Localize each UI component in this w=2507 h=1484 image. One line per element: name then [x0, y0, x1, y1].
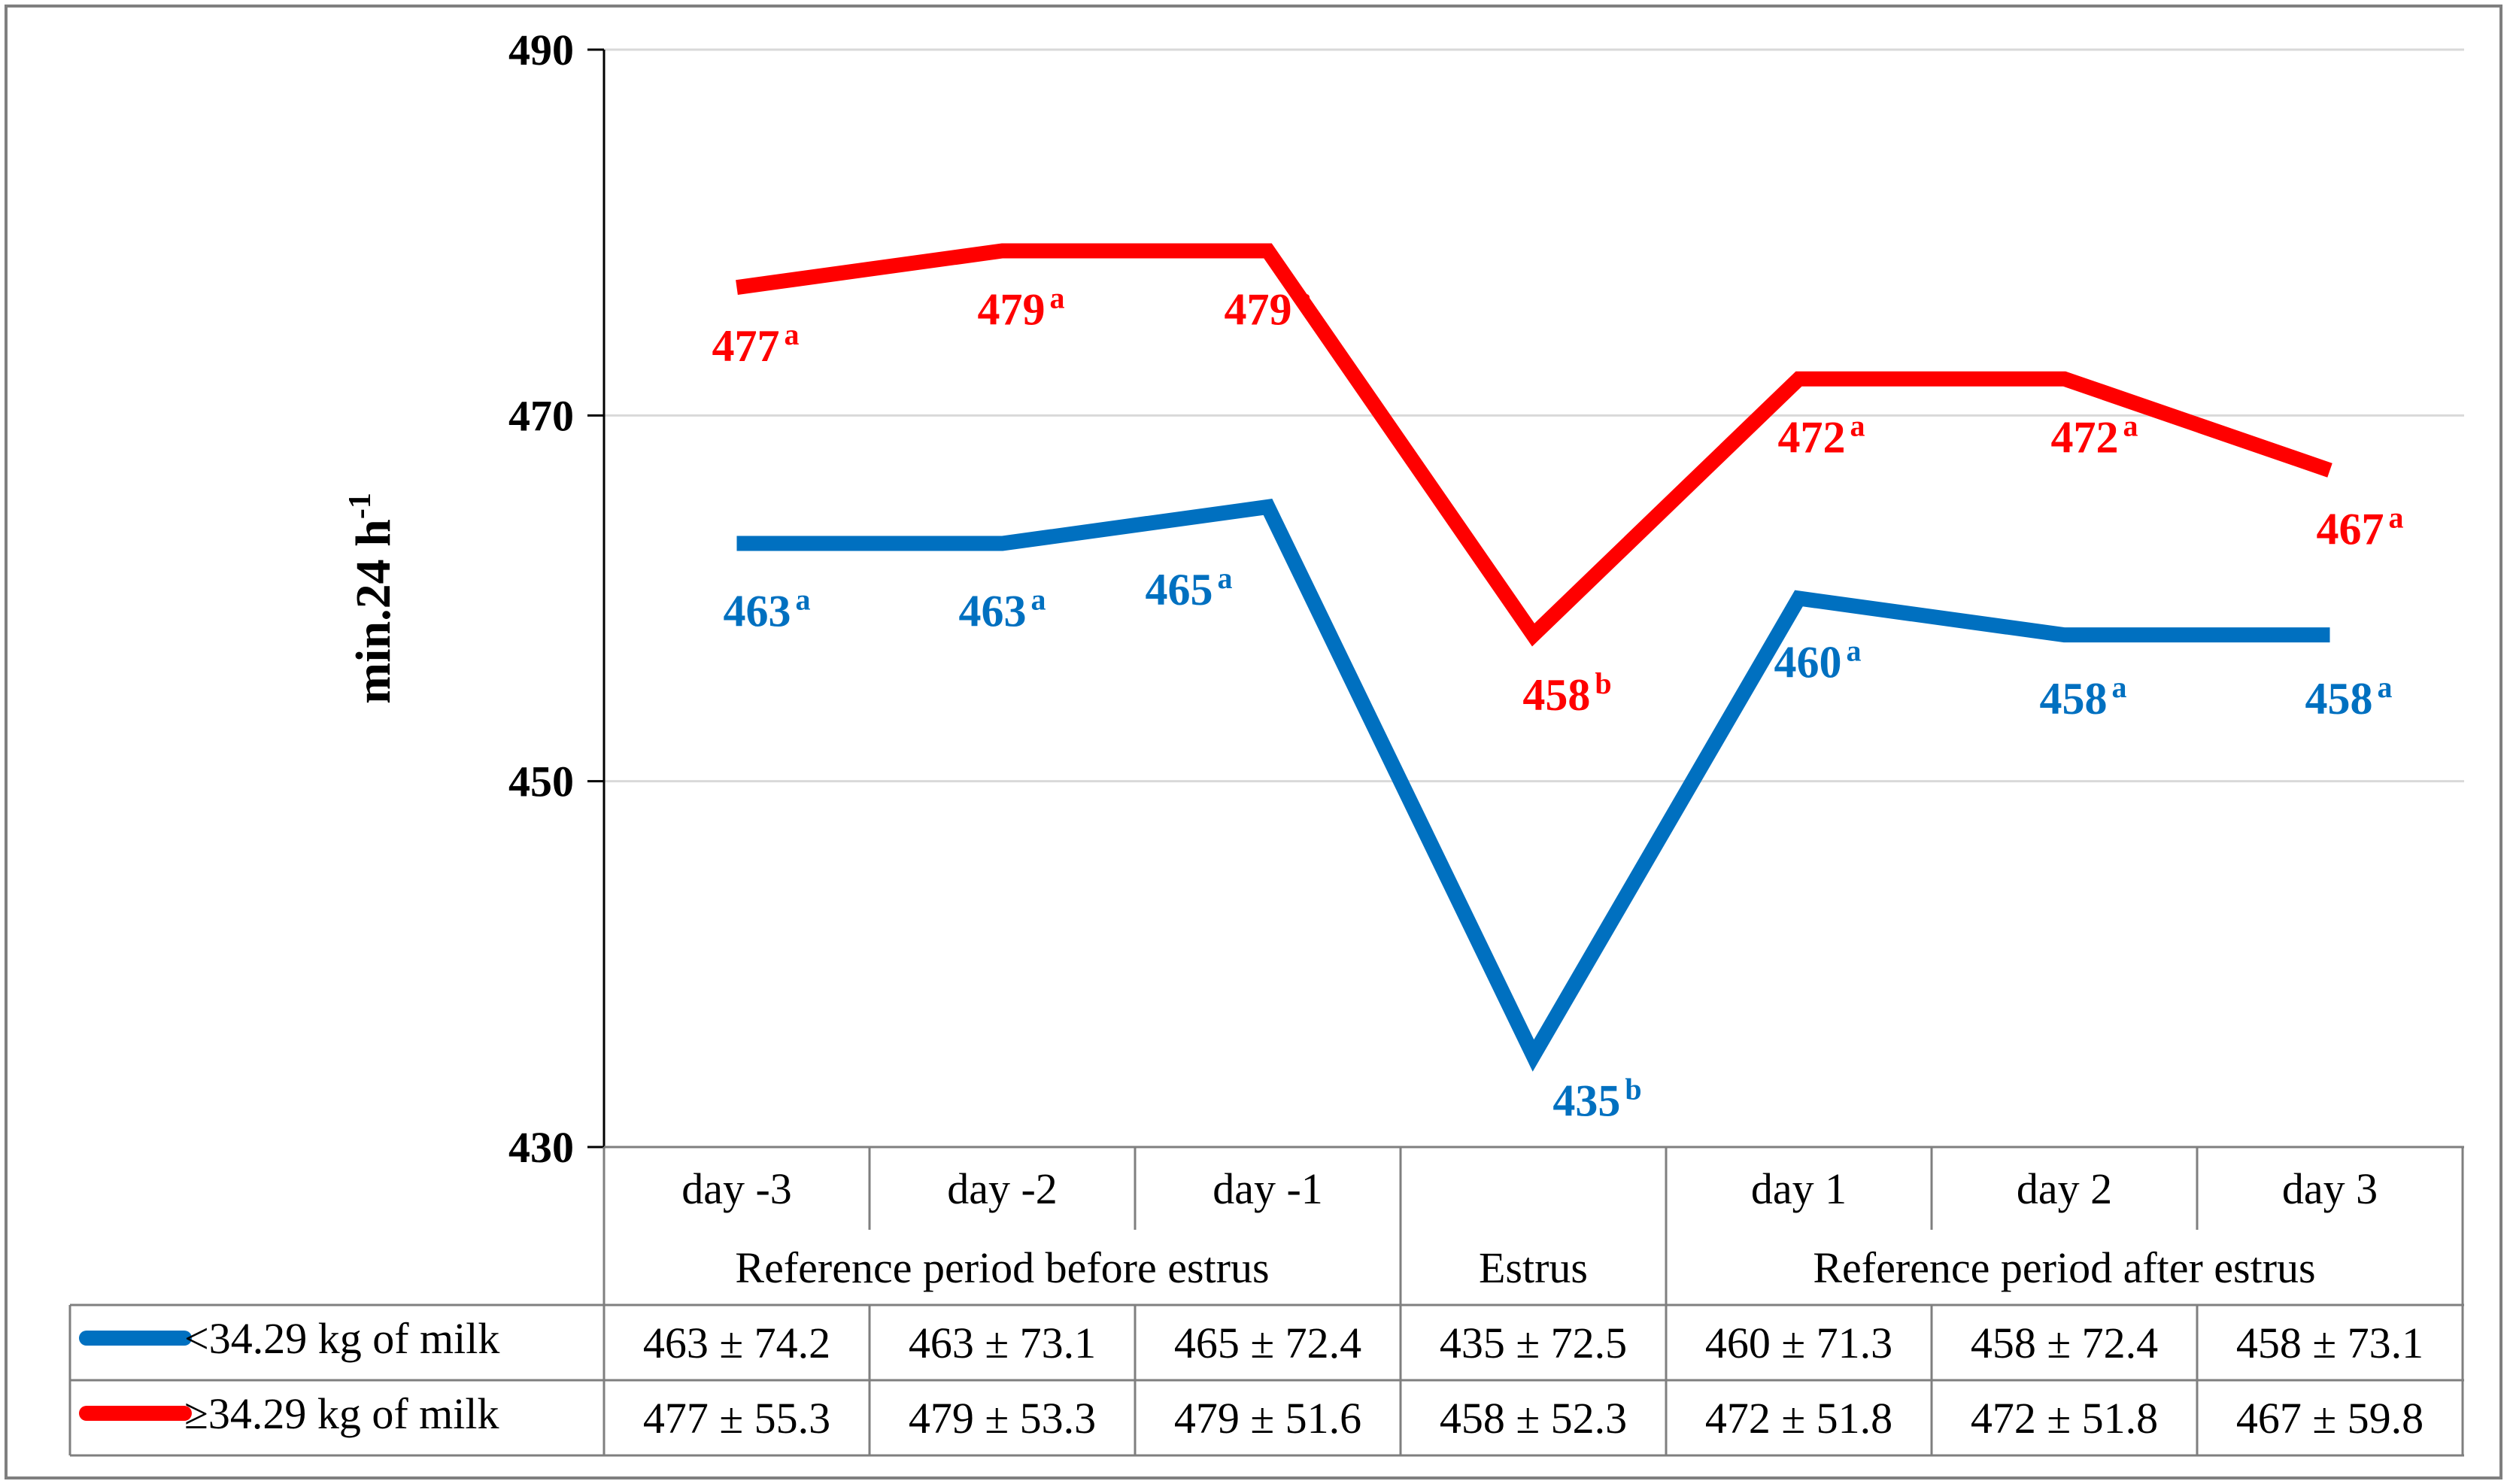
series-lines	[736, 243, 2332, 1072]
table-cell: 463 ± 73.1	[909, 1319, 1096, 1367]
table-cell: 460 ± 71.3	[1705, 1319, 1892, 1367]
x-category-label: day -3	[681, 1164, 792, 1213]
x-category-label: day 3	[2282, 1164, 2378, 1213]
data-label: 458 a	[2305, 670, 2393, 724]
data-label: 463 a	[724, 583, 811, 636]
data-label: 479 a	[978, 281, 1065, 334]
legend-label: ≥34.29 kg of milk	[184, 1389, 499, 1438]
table-cell: 465 ± 72.4	[1174, 1319, 1361, 1367]
y-tick-label: 470	[508, 391, 574, 440]
x-group-label: Reference period before estrus	[735, 1243, 1269, 1292]
data-label: 435 b	[1552, 1072, 1641, 1125]
legend-label: <34.29 kg of milk	[184, 1314, 499, 1363]
table-cell: 458 ± 73.1	[2236, 1319, 2424, 1367]
data-label: 467 a	[2317, 500, 2404, 554]
x-group-label: Estrus	[1479, 1243, 1588, 1292]
y-axis-title: min.24 h-1	[343, 493, 401, 704]
table-cell: 477 ± 55.3	[643, 1394, 830, 1443]
data-label: 463 a	[959, 583, 1046, 636]
table-cell: 458 ± 52.3	[1440, 1394, 1627, 1443]
x-category-label: day -2	[947, 1164, 1058, 1213]
x-category-label: day 2	[2017, 1164, 2112, 1213]
x-category-label: day -1	[1213, 1164, 1323, 1213]
data-label: 458 a	[2040, 670, 2127, 724]
x-category-label: day 1	[1751, 1164, 1847, 1213]
table-cell: 435 ± 72.5	[1440, 1319, 1627, 1367]
table-cell: 463 ± 74.2	[643, 1319, 830, 1367]
table-cell: 472 ± 51.8	[1705, 1394, 1892, 1443]
data-table: day -3 day -2 day -1 day 1 day 2 day 3 Referen…	[68, 1146, 2464, 1457]
data-label: 472 a	[1778, 409, 1865, 463]
data-label: 472 a	[2051, 409, 2138, 463]
data-label: 477 a	[712, 317, 800, 371]
table-cell: 479 ± 51.6	[1174, 1394, 1361, 1443]
data-label: 460 a	[1774, 634, 1862, 687]
series-line-1	[736, 243, 2332, 647]
data-label: 479 a	[1225, 281, 1312, 334]
table-cell: 479 ± 53.3	[909, 1394, 1096, 1443]
x-group-label: Reference period after estrus	[1813, 1243, 2315, 1292]
table-cell: 467 ± 59.8	[2236, 1394, 2424, 1443]
y-tick-label: 430	[508, 1123, 574, 1172]
series-line-0	[736, 499, 2330, 1072]
table-cell: 472 ± 51.8	[1971, 1394, 2158, 1443]
data-label: 465 a	[1146, 561, 1233, 615]
y-tick-label: 450	[508, 757, 574, 806]
data-label: 458 b	[1522, 666, 1611, 720]
data-labels: 463 a 463 a 465 a 435 b 460 a 458 a 458 a 477 a 479 a 479 a…	[712, 281, 2404, 1125]
y-tick-label: 490	[508, 26, 574, 74]
table-cell: 458 ± 72.4	[1971, 1319, 2158, 1367]
y-tick-labels: 430 450 470 490	[508, 26, 604, 1172]
